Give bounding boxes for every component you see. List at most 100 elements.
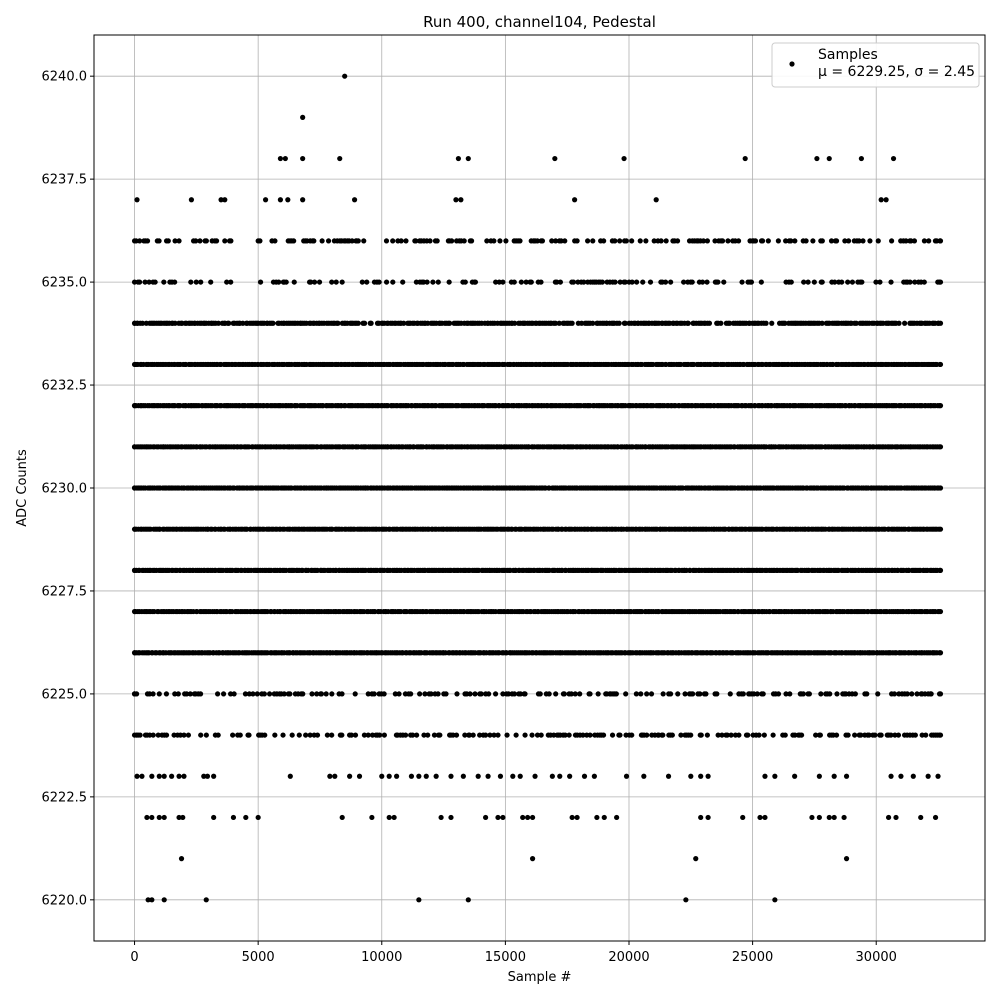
data-point [819, 320, 825, 326]
data-point [660, 732, 666, 738]
data-point [845, 279, 851, 285]
data-point [805, 279, 811, 285]
data-point [525, 814, 531, 821]
data-point [300, 197, 306, 203]
data-point [719, 238, 726, 244]
data-point [841, 814, 847, 821]
data-point [222, 197, 228, 203]
data-point [634, 279, 640, 285]
data-point [215, 691, 221, 697]
data-point [704, 732, 710, 738]
data-point [144, 814, 150, 821]
data-point [668, 691, 674, 697]
data-point [240, 320, 246, 326]
data-point [145, 897, 151, 903]
data-point [810, 238, 816, 244]
data-point [203, 897, 209, 903]
data-point [300, 155, 306, 162]
x-axis-label: Sample # [508, 970, 572, 985]
data-point [178, 856, 185, 862]
data-point [368, 320, 374, 326]
data-point [511, 691, 518, 697]
data-point [890, 155, 897, 162]
data-point [417, 691, 423, 697]
data-point [775, 238, 781, 244]
data-point [198, 279, 204, 285]
data-point [204, 773, 211, 779]
data-point [770, 732, 776, 738]
data-point [150, 732, 156, 738]
data-point [926, 238, 932, 244]
data-point [546, 691, 552, 697]
data-point [316, 279, 323, 285]
data-point [629, 279, 635, 285]
data-point [538, 732, 544, 738]
data-point [914, 691, 920, 697]
data-point [131, 526, 138, 532]
data-point [599, 279, 605, 285]
data-point [181, 732, 187, 738]
data-point [352, 691, 358, 697]
data-point [208, 279, 214, 285]
data-point [833, 238, 840, 244]
data-point [574, 814, 580, 821]
data-point [351, 197, 358, 203]
data-point [704, 238, 711, 244]
y-tick-label: 6230.0 [42, 482, 88, 497]
data-point [283, 279, 289, 285]
data-point [937, 238, 944, 244]
data-point [662, 279, 669, 285]
data-point [574, 238, 580, 244]
data-point [287, 773, 293, 779]
data-point [831, 814, 837, 821]
data-point [437, 732, 443, 738]
data-point [856, 238, 862, 244]
data-point [311, 238, 317, 244]
data-point [262, 732, 268, 738]
data-point [364, 279, 370, 285]
data-point [520, 814, 526, 821]
data-point [758, 279, 764, 285]
data-point [446, 279, 452, 285]
data-point [280, 732, 286, 738]
data-point [698, 732, 704, 738]
data-point [197, 691, 204, 697]
data-point [937, 567, 944, 573]
data-point [361, 732, 368, 738]
data-point [534, 238, 541, 244]
data-point [287, 691, 293, 697]
data-point [587, 691, 593, 697]
y-axis-label: ADC Counts [15, 449, 30, 527]
data-point [845, 238, 852, 244]
data-point [617, 732, 623, 738]
data-point [250, 691, 256, 697]
data-point [663, 238, 669, 244]
data-point [819, 238, 825, 244]
data-point [529, 732, 535, 738]
data-point [156, 691, 162, 697]
data-point [688, 773, 694, 779]
data-point [689, 279, 695, 285]
data-point [339, 279, 345, 285]
data-point [131, 238, 138, 244]
data-point [497, 773, 504, 779]
data-point [318, 691, 325, 697]
data-point [335, 320, 341, 326]
data-point [327, 773, 333, 779]
data-point [801, 279, 807, 285]
data-point [539, 238, 546, 244]
data-point [570, 279, 577, 285]
data-point [131, 608, 138, 615]
data-point [390, 279, 396, 285]
data-point [187, 691, 193, 697]
data-point [867, 238, 873, 244]
data-point [131, 485, 138, 491]
data-point [329, 732, 335, 738]
data-point [156, 814, 162, 821]
data-point [888, 732, 894, 738]
data-point [339, 814, 345, 821]
data-point [643, 238, 649, 244]
data-point [131, 567, 138, 573]
data-point [289, 732, 295, 738]
data-point [462, 732, 468, 738]
